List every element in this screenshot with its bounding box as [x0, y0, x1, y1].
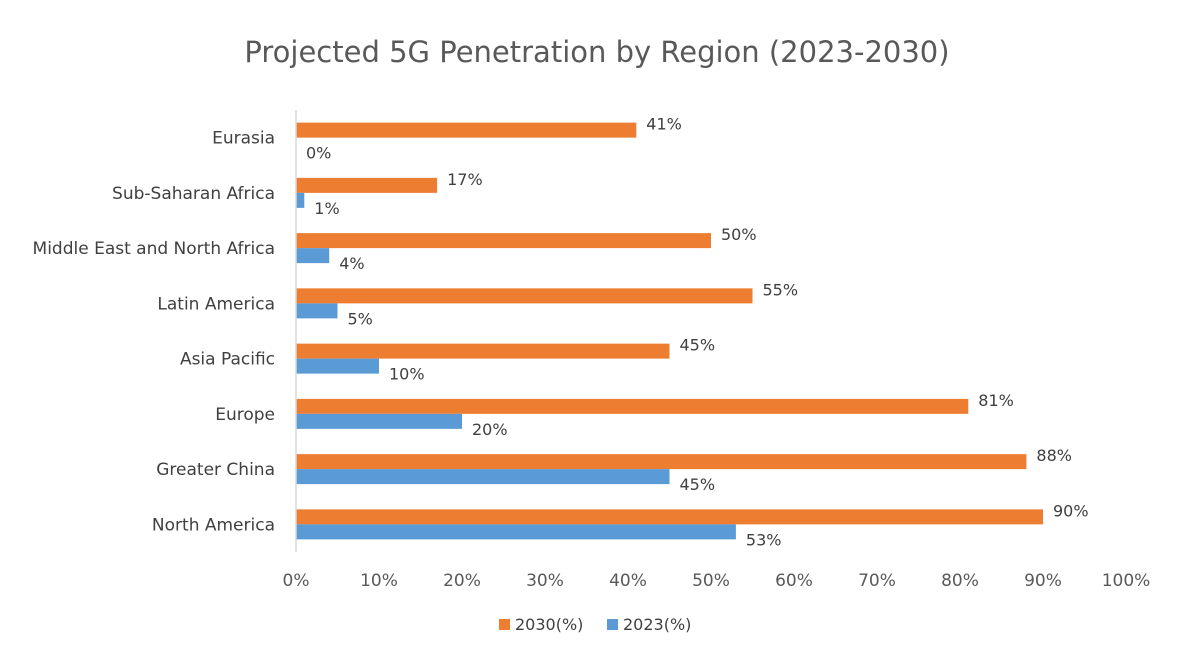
category-label: Eurasia — [212, 129, 275, 149]
data-label-2030: 41% — [646, 115, 682, 134]
bar-2023 — [296, 524, 736, 540]
legend: 2030(%) 2023(%) — [499, 615, 691, 634]
bar-2030 — [296, 233, 711, 249]
category-label: Middle East and North Africa — [33, 239, 275, 259]
data-labels: 41% 0% 17% 1% 50% 4% 55% 5% 45% 10% 81% 20% 88% 45% 90… — [306, 115, 1089, 550]
category-labels: Eurasia Sub-Saharan Africa Middle East and… — [33, 129, 275, 536]
bar-2023 — [296, 248, 330, 264]
x-tick-label: 70% — [858, 571, 896, 591]
x-tick-label: 100% — [1102, 571, 1151, 591]
data-label-2030: 90% — [1053, 501, 1089, 520]
data-label-2030: 50% — [721, 225, 757, 244]
data-label-2030: 81% — [978, 391, 1014, 410]
data-label-2023: 20% — [472, 420, 508, 439]
bar-2023 — [296, 413, 462, 429]
category-label: Europe — [215, 405, 275, 425]
x-tick-label: 20% — [443, 571, 481, 591]
x-tick-label: 90% — [1024, 571, 1062, 591]
bar-2023 — [296, 192, 305, 208]
data-label-2030: 88% — [1036, 446, 1072, 465]
category-label: Asia Pacific — [180, 350, 275, 370]
data-label-2023: 0% — [306, 144, 331, 163]
bar-2030 — [296, 177, 438, 193]
bar-2030 — [296, 509, 1043, 525]
x-tick-label: 80% — [941, 571, 979, 591]
x-tick-label: 0% — [283, 571, 310, 591]
x-tick-label: 60% — [775, 571, 813, 591]
bar-2023 — [296, 469, 670, 485]
data-label-2023: 10% — [389, 365, 425, 384]
data-label-2030: 55% — [763, 280, 799, 299]
bar-2023 — [296, 303, 338, 319]
bar-2030 — [296, 343, 670, 359]
legend-swatch-2023 — [607, 619, 618, 630]
category-label: Greater China — [156, 460, 275, 480]
data-label-2023: 45% — [680, 475, 716, 494]
data-label-2030: 45% — [680, 336, 716, 355]
data-label-2023: 5% — [348, 309, 373, 328]
data-label-2023: 53% — [746, 530, 782, 549]
chart-title: Projected 5G Penetration by Region (2023… — [244, 35, 949, 69]
bar-2030 — [296, 122, 637, 138]
x-tick-label: 40% — [609, 571, 647, 591]
category-label: North America — [152, 515, 275, 535]
bar-2023 — [296, 358, 379, 374]
x-tick-label: 30% — [526, 571, 564, 591]
bars-layer — [296, 122, 1043, 540]
legend-label-2030: 2030(%) — [515, 615, 583, 634]
legend-swatch-2030 — [499, 619, 510, 630]
x-tick-label: 10% — [360, 571, 398, 591]
x-tick-label: 50% — [692, 571, 730, 591]
bar-2030 — [296, 398, 969, 414]
data-label-2023: 1% — [314, 199, 339, 218]
category-label: Latin America — [157, 294, 275, 314]
data-label-2023: 4% — [339, 254, 364, 273]
category-label: Sub-Saharan Africa — [112, 184, 275, 204]
bar-2030 — [296, 454, 1027, 470]
bar-2030 — [296, 288, 753, 304]
legend-label-2023: 2023(%) — [623, 615, 691, 634]
data-label-2030: 17% — [447, 170, 483, 189]
x-axis-ticks: 0% 10% 20% 30% 40% 50% 60% 70% 80% 90% 100% — [283, 571, 1151, 591]
